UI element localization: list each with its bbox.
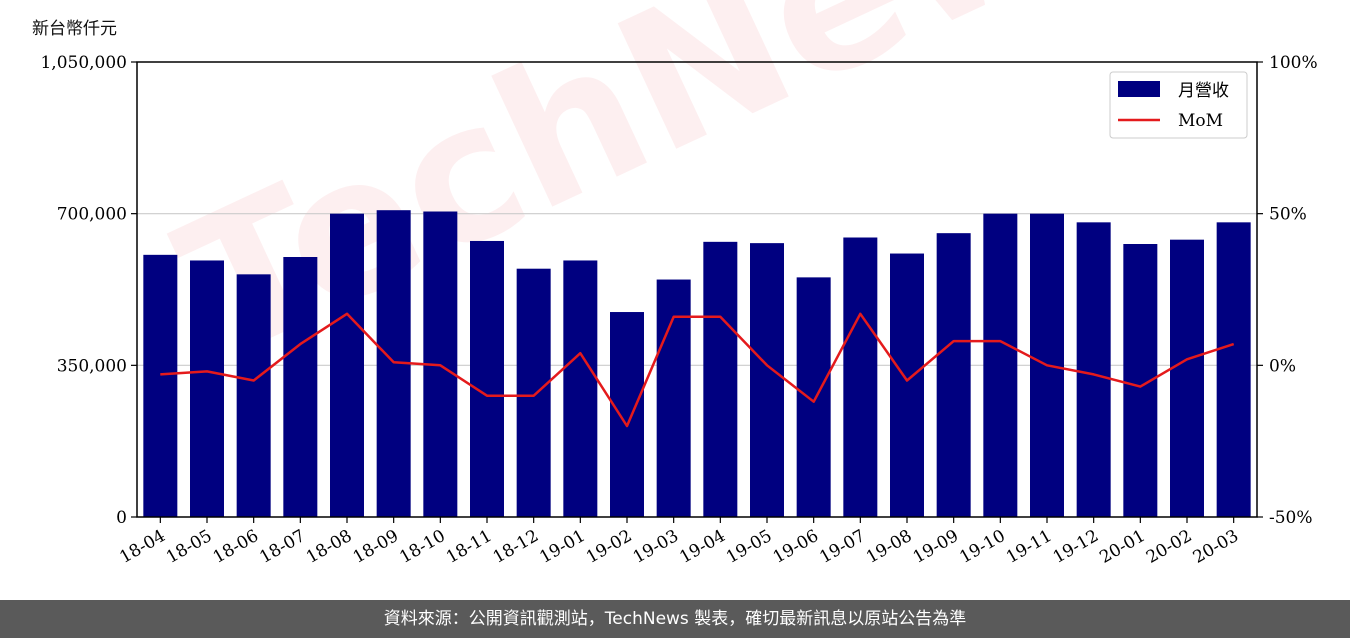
y-right-tick-label: 50% [1269,205,1307,225]
bar [936,233,971,517]
y-left-tick-label: 700,000 [57,205,127,225]
x-tick-label: 18-10 [396,526,448,568]
axes [131,61,1263,523]
legend-bar-swatch [1118,81,1160,97]
legend-bar-label: 月營收 [1178,81,1229,101]
footer-source: 資料來源：公開資訊觀測站，TechNews 製表，確切最新訊息以原站公告為準 [0,600,1350,638]
x-tick-label: 19-04 [676,526,728,568]
x-tick-label: 18-09 [350,526,402,568]
x-tick-label: 19-05 [723,526,775,568]
y-right-tick-label: -50% [1269,508,1313,528]
x-tick-label: 19-03 [630,526,682,568]
y-right-tick-label: 100% [1269,53,1318,73]
bar [563,260,598,517]
legend: 月營收 MoM [1109,71,1248,139]
bar [470,240,504,517]
bar [703,241,738,518]
chart: 18-0418-0518-0618-0718-0818-0918-1018-11… [40,53,1317,568]
y-left-tick-label: 0 [116,508,127,528]
x-tick-label: 19-06 [770,526,822,568]
x-tick-label: 19-02 [583,526,635,568]
mom-series [160,312,1235,428]
x-tick-label: 19-10 [956,526,1008,568]
x-tick-label: 19-08 [863,526,915,568]
x-tick-label: 18-12 [490,526,542,568]
bar [983,213,1018,517]
x-tick-labels: 18-0418-0518-0618-0718-0818-0918-1018-11… [116,526,1242,568]
y-left-tick-label: 350,000 [57,356,127,376]
bar [190,260,224,517]
bar [143,254,178,518]
y-left-tick-label: 1,050,000 [40,53,127,73]
bar [236,274,271,517]
y-right-tick-label: 0% [1269,356,1296,376]
bar [843,237,878,517]
legend-line-label: MoM [1178,111,1223,131]
bar [890,253,924,518]
x-tick-label: 18-07 [256,526,308,568]
bar-series [143,210,1251,518]
x-tick-label: 19-12 [1050,526,1102,568]
grid-lines [137,213,1257,366]
x-tick-label: 19-09 [910,526,962,568]
plot-frame [136,61,1258,518]
y-tick-labels: 0 350,000 700,000 1,050,000 -50% 0% 50% 100% [40,53,1317,528]
x-tick-label: 18-08 [303,526,355,568]
x-tick-label: 18-04 [116,526,168,568]
bar [330,213,364,517]
bar [750,243,784,517]
x-tick-label: 18-11 [443,526,495,568]
mom-line [160,312,1235,428]
bar [656,279,691,517]
bar [610,312,644,517]
bar [1076,222,1111,518]
bar [516,268,551,517]
bar [1170,239,1204,517]
bar [1216,222,1251,518]
x-tick-label: 20-03 [1190,526,1242,568]
x-tick-label: 19-07 [816,526,868,568]
bar [283,257,318,517]
bar [796,277,831,517]
x-tick-label: 18-05 [163,526,215,568]
x-tick-label: 19-11 [1003,526,1055,568]
x-tick-label: 18-06 [210,526,262,568]
x-tick-label: 19-01 [536,526,588,568]
x-tick-label: 20-01 [1096,526,1148,568]
x-tick-label: 20-02 [1143,526,1195,568]
unit-label: 新台幣仟元 [32,19,117,39]
